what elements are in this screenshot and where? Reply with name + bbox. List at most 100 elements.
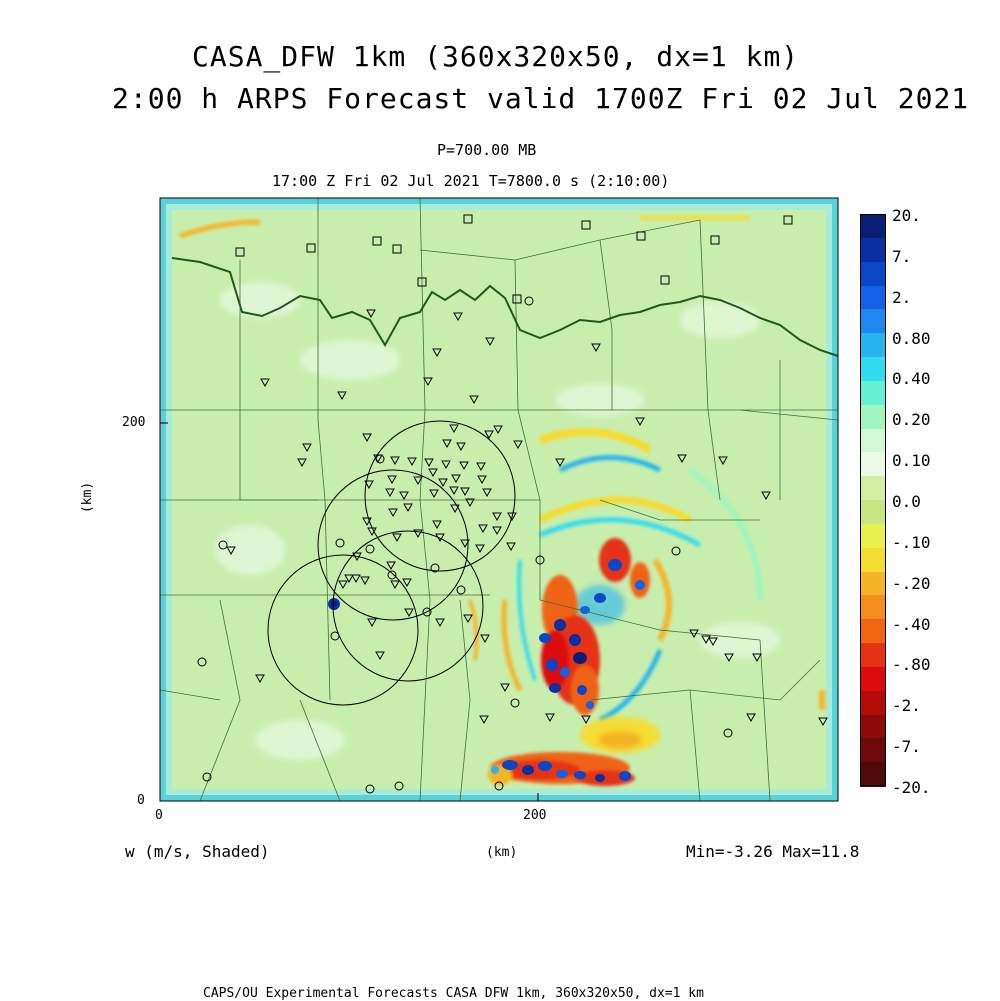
station-triangle-marker: [392, 533, 402, 543]
colorbar-label: -.20: [892, 573, 931, 593]
station-triangle-marker: [260, 378, 270, 388]
station-triangle-marker: [399, 491, 409, 501]
station-triangle-marker: [423, 377, 433, 387]
station-triangle-marker: [413, 476, 423, 486]
station-triangle-marker: [367, 618, 377, 628]
station-triangle-marker: [390, 456, 400, 466]
colorbar-label: 2.: [892, 287, 912, 307]
station-circle-marker: [524, 296, 534, 306]
station-circle-marker: [335, 538, 345, 548]
station-circle-marker: [218, 540, 228, 550]
colorbar-label: 7.: [892, 246, 912, 266]
station-triangle-marker: [492, 526, 502, 536]
station-triangle-marker: [465, 498, 475, 508]
y-axis-unit: (km): [80, 481, 96, 514]
station-triangle-marker: [761, 491, 771, 501]
station-triangle-marker: [386, 561, 396, 571]
station-triangle-marker: [677, 454, 687, 464]
station-triangle-marker: [375, 651, 385, 661]
station-triangle-marker: [708, 637, 718, 647]
station-triangle-marker: [477, 475, 487, 485]
station-triangle-marker: [442, 439, 452, 449]
station-triangle-marker: [689, 629, 699, 639]
station-triangle-marker: [449, 486, 459, 496]
colorbar-cell: [860, 476, 886, 501]
station-triangle-marker: [338, 580, 348, 590]
credit-line: CAPS/OU Experimental Forecasts CASA DFW …: [203, 986, 704, 1001]
colorbar-cell: [860, 404, 886, 430]
station-square-marker: [783, 215, 793, 225]
station-square-marker: [235, 247, 245, 257]
colorbar-cell: [860, 690, 886, 716]
station-triangle-marker: [390, 580, 400, 590]
station-triangle-marker: [435, 618, 445, 628]
station-triangle-marker: [344, 574, 354, 584]
station-triangle-marker: [449, 424, 459, 434]
colorbar-cell: [860, 380, 886, 406]
colorbar-cell: [860, 666, 886, 692]
station-triangle-marker: [413, 529, 423, 539]
station-triangle-marker: [226, 546, 236, 556]
station-triangle-marker: [438, 478, 448, 488]
station-circle-marker: [202, 772, 212, 782]
red-river-line: [171, 257, 839, 357]
station-triangle-marker: [428, 468, 438, 478]
station-triangle-marker: [297, 458, 307, 468]
station-triangle-marker: [469, 395, 479, 405]
station-triangle-marker: [450, 504, 460, 514]
station-circle-marker: [365, 544, 375, 554]
station-triangle-marker: [387, 475, 397, 485]
station-circle-marker: [330, 631, 340, 641]
station-square-marker: [710, 235, 720, 245]
x-axis-unit: (km): [486, 845, 518, 860]
station-triangle-marker: [545, 713, 555, 723]
station-square-marker: [636, 231, 646, 241]
station-square-marker: [660, 275, 670, 285]
station-triangle-marker: [360, 576, 370, 586]
station-triangle-marker: [460, 539, 470, 549]
station-triangle-marker: [581, 715, 591, 725]
station-circle-marker: [387, 570, 397, 580]
station-circle-marker: [375, 454, 385, 464]
colorbar-cell: [860, 428, 886, 453]
station-triangle-marker: [492, 512, 502, 522]
station-circle-marker: [456, 585, 466, 595]
station-square-marker: [392, 244, 402, 254]
y-tick-label-0: 0: [137, 793, 145, 808]
x-tick-label-0: 0: [155, 808, 163, 823]
station-triangle-marker: [404, 608, 414, 618]
colorbar-label: 0.0: [892, 492, 921, 511]
x-tick-label-200: 200: [523, 808, 547, 823]
station-circle-marker: [494, 781, 504, 791]
station-triangle-marker: [752, 653, 762, 663]
station-triangle-marker: [352, 552, 362, 562]
colorbar-cell: [860, 762, 886, 787]
station-triangle-marker: [432, 348, 442, 358]
title-line-2: 2:00 h ARPS Forecast valid 1700Z Fri 02 …: [112, 82, 970, 115]
colorbar-cell: [860, 523, 886, 549]
station-triangle-marker: [403, 503, 413, 513]
station-triangle-marker: [362, 433, 372, 443]
station-triangle-marker: [746, 713, 756, 723]
time-line: 17:00 Z Fri 02 Jul 2021 T=7800.0 s (2:10…: [272, 172, 670, 190]
station-triangle-marker: [718, 456, 728, 466]
colorbar-label: 0.20: [892, 410, 931, 430]
station-triangle-marker: [456, 442, 466, 452]
pressure-level: P=700.00 MB: [437, 141, 537, 159]
station-triangle-marker: [485, 337, 495, 347]
colorbar-cell: [860, 357, 886, 382]
station-triangle-marker: [555, 458, 565, 468]
colorbar-cell: [860, 261, 886, 287]
station-triangle-marker: [482, 488, 492, 498]
y-tick-label-200: 200: [122, 415, 146, 430]
station-triangle-marker: [435, 533, 445, 543]
station-circle-marker: [510, 698, 520, 708]
station-triangle-marker: [451, 474, 461, 484]
station-circle-marker: [394, 781, 404, 791]
colorbar-label: 0.80: [892, 328, 931, 348]
station-triangle-marker: [475, 544, 485, 554]
field-label: w (m/s, Shaded): [125, 842, 270, 861]
station-circle-marker: [430, 563, 440, 573]
colorbar-cell: [860, 595, 886, 620]
station-circle-marker: [422, 607, 432, 617]
